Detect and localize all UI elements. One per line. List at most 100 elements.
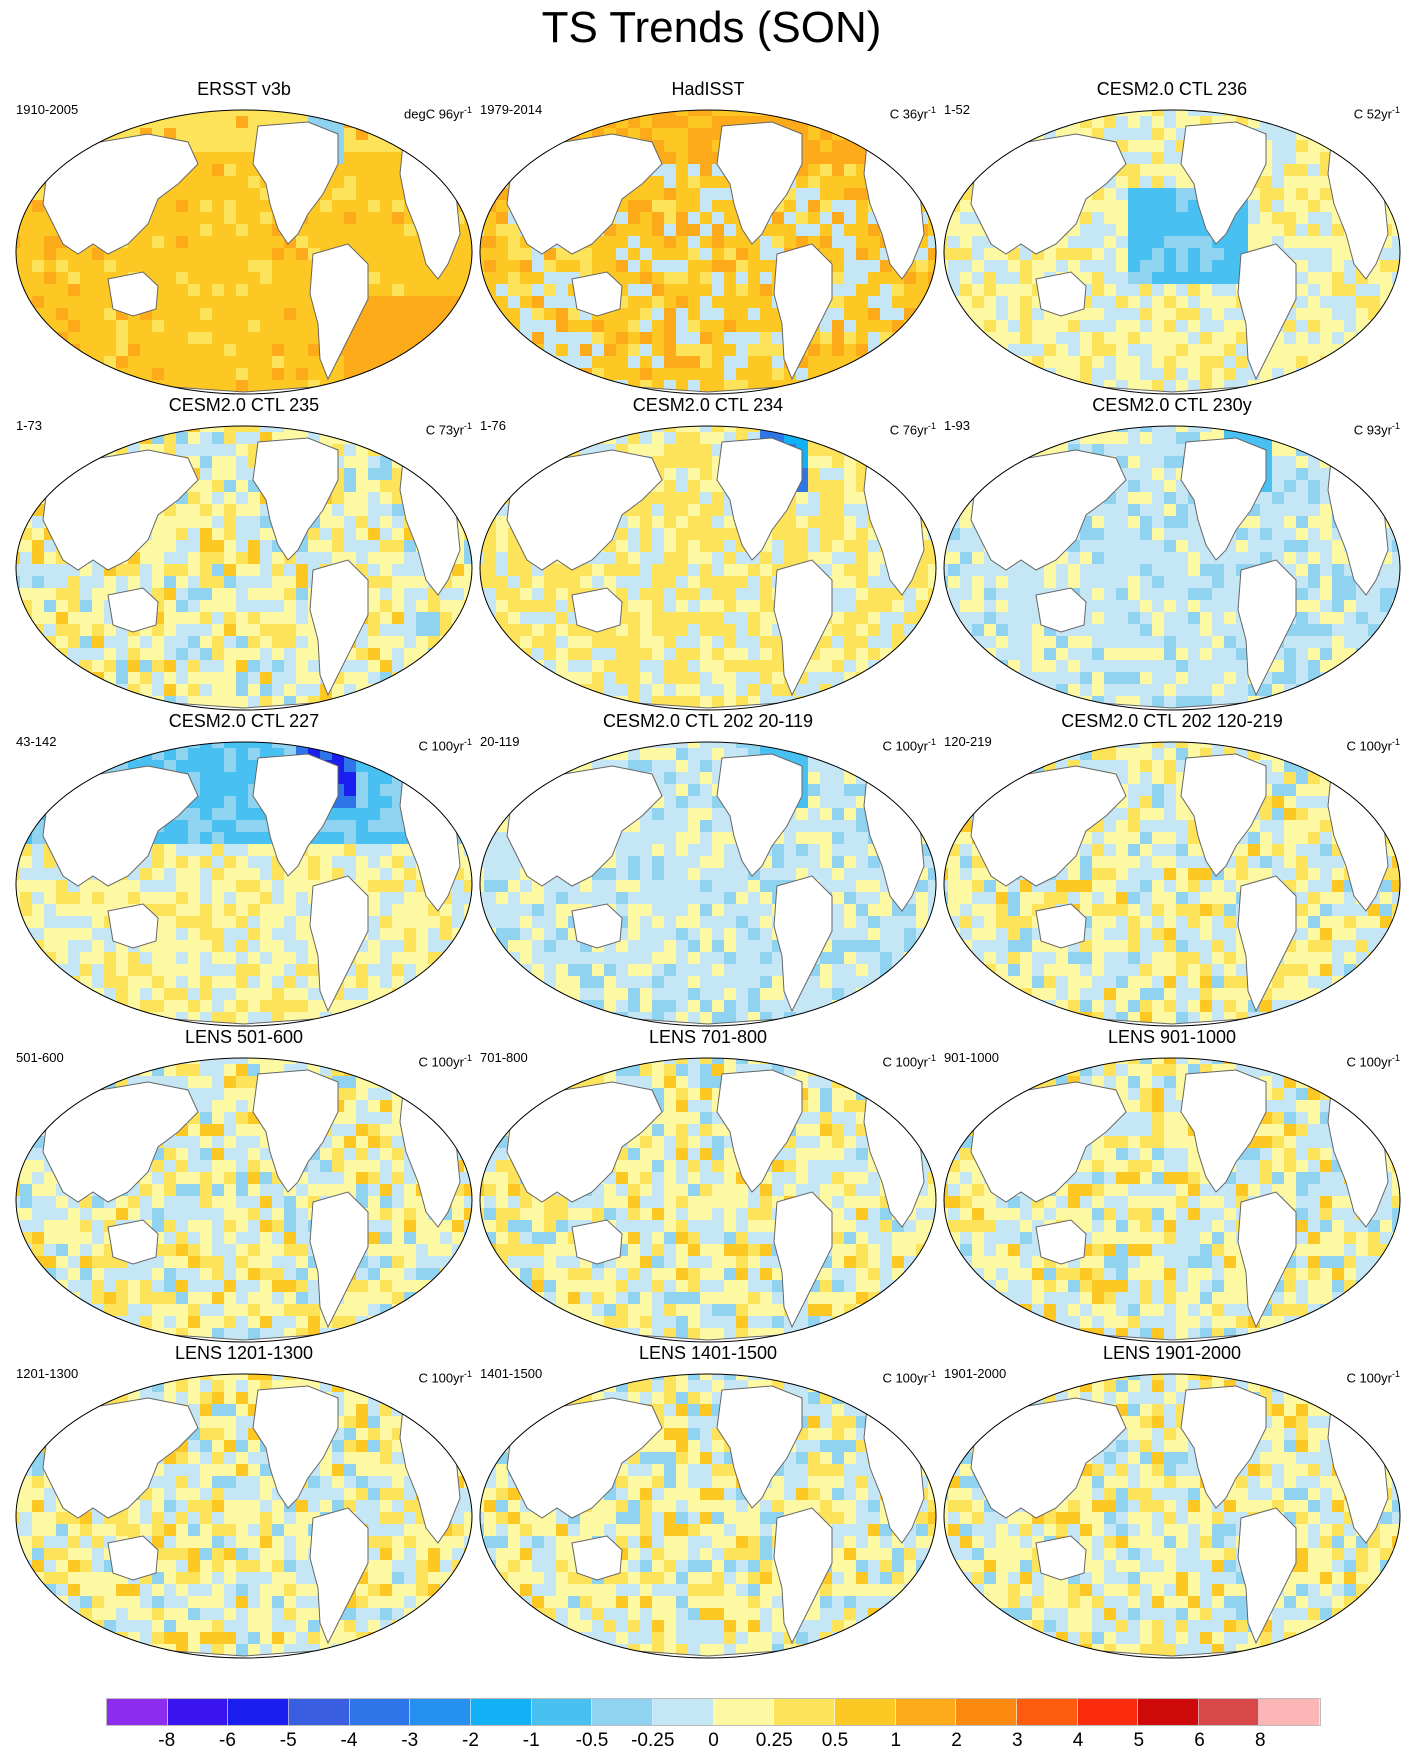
trend-cell xyxy=(844,552,857,565)
trend-cell xyxy=(712,212,725,225)
trend-cell xyxy=(200,284,213,297)
landmass xyxy=(42,449,199,571)
trend-cell xyxy=(676,116,689,129)
trend-cell xyxy=(1164,356,1177,369)
trend-cell xyxy=(260,696,273,709)
trend-cell xyxy=(736,356,749,369)
trend-cell xyxy=(532,110,545,117)
trend-cell xyxy=(1392,356,1400,369)
trend-cell xyxy=(392,444,405,457)
trend-cell xyxy=(260,672,273,685)
trend-cell xyxy=(392,368,405,381)
trend-cell xyxy=(544,320,557,333)
trend-cell xyxy=(652,564,665,577)
trend-cell xyxy=(176,648,189,661)
trend-cell xyxy=(236,456,249,469)
trend-cell xyxy=(664,624,677,637)
trend-cell xyxy=(176,212,189,225)
trend-cell xyxy=(80,116,93,129)
trend-cell xyxy=(508,296,521,309)
trend-cell xyxy=(224,444,237,457)
trend-cell xyxy=(832,284,845,297)
trend-cell xyxy=(616,648,629,661)
trend-cell xyxy=(260,636,273,649)
trend-cell xyxy=(1044,260,1057,273)
trend-cell xyxy=(16,332,21,345)
trend-cell xyxy=(724,248,737,261)
trend-cell xyxy=(16,672,21,685)
trend-cell xyxy=(428,672,441,685)
trend-cell xyxy=(1404,188,1408,201)
trend-cell xyxy=(736,588,749,601)
trend-cell xyxy=(480,444,485,457)
trend-cell xyxy=(520,432,533,445)
trend-cell xyxy=(212,260,225,273)
trend-cell xyxy=(676,600,689,613)
trend-cell xyxy=(248,660,261,673)
landmass xyxy=(309,559,369,697)
trend-cell xyxy=(320,432,333,445)
trend-cell xyxy=(248,516,261,529)
trend-cell xyxy=(1128,140,1141,153)
trend-cell xyxy=(392,672,405,685)
trend-cell xyxy=(92,432,105,445)
trend-cell xyxy=(1152,308,1165,321)
trend-cell xyxy=(44,456,57,469)
trend-cell xyxy=(480,600,485,613)
trend-cell xyxy=(68,140,81,153)
trend-cell xyxy=(712,576,725,589)
trend-cell xyxy=(260,224,273,237)
trend-cell xyxy=(1068,260,1081,273)
trend-cell xyxy=(544,636,557,649)
trend-cell xyxy=(688,284,701,297)
trend-cell xyxy=(224,540,237,553)
trend-cell xyxy=(92,624,105,637)
trend-cell xyxy=(200,636,213,649)
trend-cell xyxy=(452,128,465,141)
trend-cell xyxy=(484,164,497,177)
trend-cell xyxy=(948,332,961,345)
trend-cell xyxy=(20,588,33,601)
trend-cell xyxy=(104,624,117,637)
trend-cell xyxy=(392,200,405,213)
trend-cell xyxy=(56,426,69,433)
trend-cell xyxy=(140,564,153,577)
trend-cell xyxy=(140,648,153,661)
trend-cell xyxy=(224,516,237,529)
trend-cell xyxy=(616,356,629,369)
trend-cell xyxy=(1284,224,1297,237)
trend-cell xyxy=(16,528,21,541)
trend-cell xyxy=(128,110,141,117)
trend-cell xyxy=(676,636,689,649)
trend-cell xyxy=(972,380,985,393)
trend-cell xyxy=(272,624,285,637)
trend-cell xyxy=(712,612,725,625)
trend-cell xyxy=(20,432,33,445)
trend-cell xyxy=(188,528,201,541)
trend-cell xyxy=(392,612,405,625)
trend-cell xyxy=(1392,116,1400,129)
trend-cell xyxy=(904,380,917,393)
trend-cell xyxy=(676,236,689,249)
trend-cell xyxy=(1392,344,1400,357)
trend-cell xyxy=(1392,248,1400,261)
trend-cell xyxy=(640,540,653,553)
trend-cell xyxy=(856,356,869,369)
trend-cell xyxy=(308,344,321,357)
trend-cell xyxy=(16,444,21,457)
trend-cell xyxy=(248,236,261,249)
trend-cell xyxy=(844,188,857,201)
trend-cell xyxy=(68,320,81,333)
trend-cell xyxy=(688,320,701,333)
trend-cell xyxy=(392,356,405,369)
trend-cell xyxy=(700,212,713,225)
trend-cell xyxy=(892,380,905,393)
trend-cell xyxy=(236,600,249,613)
trend-cell xyxy=(484,564,497,577)
trend-cell xyxy=(1092,344,1105,357)
trend-cell xyxy=(1152,176,1165,189)
trend-cell xyxy=(1284,188,1297,201)
trend-cell xyxy=(616,636,629,649)
trend-cell xyxy=(628,224,641,237)
trend-cell xyxy=(56,588,69,601)
